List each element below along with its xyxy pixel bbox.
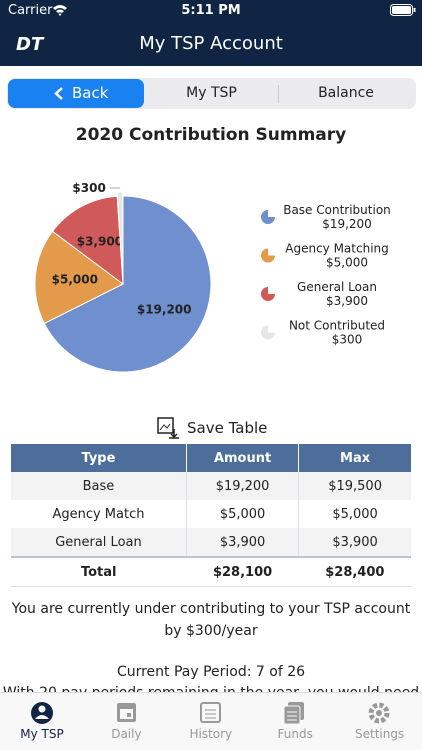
table-cell: General Loan [11,528,187,557]
legend-value: $5,000 [326,256,368,270]
carrier: Carrier [8,3,53,18]
navigation-bar [0,0,422,66]
table-cell: $28,100 [186,556,299,587]
time: 5:11 PM [181,3,241,18]
legend-icon-cut [268,209,276,217]
back-button[interactable]: Back [8,79,144,108]
divider [278,85,279,103]
logo[interactable]: DT [16,34,44,55]
tab-item[interactable]: History [189,727,233,741]
pie-slice [116,191,124,281]
tab-item[interactable]: Daily [111,727,142,741]
legend-value: $3,900 [326,294,368,308]
pie-slice [34,230,124,325]
save-icon[interactable] [157,417,179,439]
table-row: Base $19,200 $19,500 [11,472,411,500]
save-table[interactable]: Save Table [187,419,268,437]
table-row: General Loan $3,900 $3,900 [11,528,411,557]
legend-icon-cut [268,248,276,256]
chart-title: 2020 Contribution Summary [75,125,347,145]
table-cell: $3,900 [298,528,411,557]
table-cell: Total [11,556,187,587]
tab-item[interactable]: My TSP [20,727,64,741]
tab-item[interactable]: Funds [277,727,313,741]
table-cell: $5,000 [332,506,378,522]
legend-icon-cut [268,286,276,294]
table-cell: Base [11,472,187,500]
tab-my-tsp[interactable]: My TSP [186,85,237,101]
summary-table: Type Amount Max Base $19,200 $19,500 Agency Ma… [11,444,411,587]
table-row: Type Amount Max [11,444,411,472]
battery-icon [390,4,416,16]
legend-value: $19,200 [322,217,372,231]
legend-icon-cut [268,325,276,333]
table-cell: $3,900 [186,528,300,557]
legend-value: $300 [332,333,363,347]
table-cell: $28,400 [298,556,411,587]
legend-label: Not Contributed [289,319,385,333]
table-cell: Amount [186,444,300,472]
message: You are currently under contributing to … [11,601,411,639]
header-title: My TSP Account [139,33,283,54]
table-cell: Agency Match [11,500,187,528]
table-wrap: Type Amount Max Base $19,200 $19,500 Agency Ma… [11,444,411,587]
table-row: Total $28,100 $28,400 [11,556,411,587]
pie-slice [43,195,212,373]
tab-item[interactable]: Settings [354,727,405,741]
tab-icons [31,702,390,725]
legend-label: General Loan [297,280,377,294]
slice-label: $300 [72,181,105,195]
pie-slice [51,195,124,286]
back-label: Back [72,84,109,102]
table-cell: $19,200 [186,472,300,500]
table-cell: $5,000 [186,500,300,528]
slice-label: $5,000 [52,273,98,287]
table-cell: $19,500 [298,472,411,500]
pay-period: Current Pay Period: 7 of 26 [116,664,306,680]
wifi-icon [53,5,67,16]
table-row: Agency Match $5,000 $5,000 [11,500,411,528]
tab-balance[interactable]: Balance [318,85,374,101]
legend-label: Agency Matching [285,242,389,256]
table-cell: Max [298,444,411,472]
legend-label: Base Contribution [283,203,391,217]
table-cell: Type [11,444,187,472]
slice-label: $19,200 [137,302,192,316]
slice-label: $3,900 [77,234,123,248]
chevron [54,87,63,100]
